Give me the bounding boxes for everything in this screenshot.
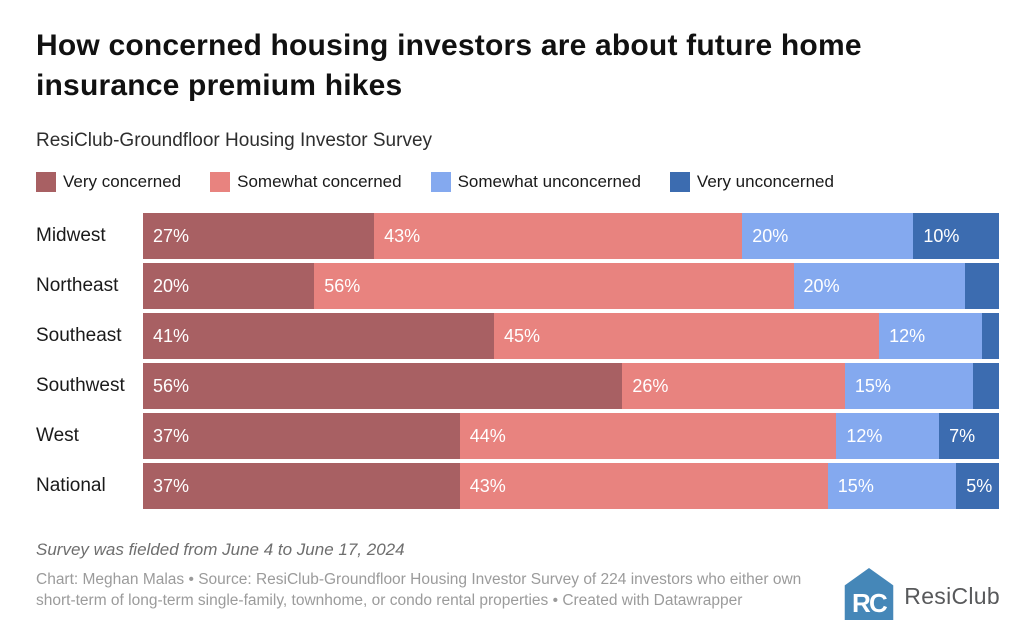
legend-swatch-icon (36, 172, 56, 192)
stacked-bar: 41% 45% 12% (143, 313, 999, 359)
bar-segment: 26% (622, 363, 845, 409)
segment-value-label: 56% (324, 275, 361, 296)
bar-segment: 56% (314, 263, 794, 309)
stacked-bar: 37% 43% 15% 5% (143, 463, 999, 509)
bar-segment: 37% (143, 463, 460, 509)
stacked-bar: 20% 56% 20% (143, 263, 999, 309)
bar-segment: 5% (956, 463, 999, 509)
bar-segment: 27% (143, 213, 375, 259)
segment-value-label: 12% (889, 325, 926, 346)
segment-value-label: 43% (384, 225, 421, 246)
bar-row: West 37% 44% 12% 7% (36, 413, 999, 459)
bar-segment: 20% (143, 263, 315, 309)
stacked-bar: 56% 26% 15% (143, 363, 999, 409)
segment-value-label: 15% (854, 375, 891, 396)
legend-item: Very concerned (36, 172, 181, 192)
legend-label: Very concerned (63, 172, 182, 191)
bar-segment (964, 263, 999, 309)
bar-segment: 15% (844, 363, 974, 409)
bar-segment: 15% (827, 463, 957, 509)
segment-value-label: 37% (153, 425, 190, 446)
segment-value-label: 5% (966, 475, 993, 496)
bar-segment (981, 313, 999, 359)
segment-value-label: 44% (469, 425, 506, 446)
segment-value-label: 27% (153, 225, 190, 246)
row-label: Northeast (36, 275, 119, 296)
bar-segment: 10% (913, 213, 999, 259)
bar-segment: 20% (742, 213, 914, 259)
segment-value-label: 10% (923, 225, 960, 246)
resiclub-house-icon: RC (843, 567, 895, 626)
segment-value-label: 45% (503, 325, 540, 346)
bar-segment: 37% (143, 413, 460, 459)
segment-value-label: 15% (837, 475, 874, 496)
bar-segment: 44% (459, 413, 837, 459)
segment-value-label: 20% (153, 275, 190, 296)
bar-row: Southeast 41% 45% 12% (36, 313, 999, 359)
bar-segment: 45% (493, 313, 880, 359)
bar-segment: 41% (143, 313, 494, 359)
chart-title: How concerned housing investors are abou… (36, 29, 862, 102)
resiclub-logo-text: ResiClub (904, 583, 1000, 609)
row-label: West (36, 425, 79, 446)
legend-label: Somewhat concerned (237, 172, 402, 191)
segment-value-label: 12% (846, 425, 883, 446)
segment-value-label: 26% (632, 375, 669, 396)
segment-value-label: 56% (153, 375, 190, 396)
segment-value-label: 43% (469, 475, 506, 496)
row-label: Midwest (36, 225, 106, 246)
legend-swatch-icon (669, 172, 690, 192)
bar-segment: 12% (879, 313, 982, 359)
bar-row: National 37% 43% 15% 5% (36, 463, 999, 509)
row-label: Southeast (36, 325, 122, 346)
survey-note: Survey was fielded from June 4 to June 1… (36, 540, 405, 559)
segment-value-label: 41% (153, 325, 190, 346)
bar-row: Southwest 56% 26% 15% (36, 363, 999, 409)
bar-segment: 43% (374, 213, 743, 259)
legend-item: Somewhat unconcerned (430, 172, 641, 192)
row-label: National (36, 475, 106, 496)
bar-segment: 43% (459, 463, 828, 509)
legend: Very concerned Somewhat concerned Somewhat… (36, 172, 999, 192)
bar-row: Midwest 27% 43% 20% 10% (36, 213, 999, 259)
segment-value-label: 7% (949, 425, 976, 446)
bar-segment: 56% (143, 363, 623, 409)
segment-value-label: 20% (803, 275, 840, 296)
row-label: Southwest (36, 375, 125, 396)
bar-segment: 20% (793, 263, 965, 309)
legend-swatch-icon (210, 172, 231, 192)
legend-item: Somewhat concerned (210, 172, 402, 192)
stacked-bar-chart: Midwest 27% 43% 20% 10% Northeast 20% 56% 20% Sou… (36, 213, 999, 509)
segment-value-label: 37% (153, 475, 190, 496)
stacked-bar: 27% 43% 20% 10% (143, 213, 999, 259)
legend-label: Very unconcerned (696, 172, 834, 191)
stacked-bar: 37% 44% 12% 7% (143, 413, 999, 459)
legend-label: Somewhat unconcerned (457, 172, 641, 191)
legend-item: Very unconcerned (669, 172, 834, 192)
resiclub-logo: RC ResiClub (843, 567, 1000, 626)
source-caption: Chart: Meghan Malas • Source: ResiClub-G… (36, 571, 802, 609)
bar-segment (973, 363, 999, 409)
bar-segment: 7% (939, 413, 999, 459)
segment-value-label: 20% (752, 225, 789, 246)
bar-row: Northeast 20% 56% 20% (36, 263, 999, 309)
svg-text:RC: RC (852, 588, 888, 618)
legend-swatch-icon (430, 172, 451, 192)
bar-segment: 12% (836, 413, 940, 459)
chart-subtitle: ResiClub-Groundfloor Housing Investor Su… (36, 130, 433, 151)
